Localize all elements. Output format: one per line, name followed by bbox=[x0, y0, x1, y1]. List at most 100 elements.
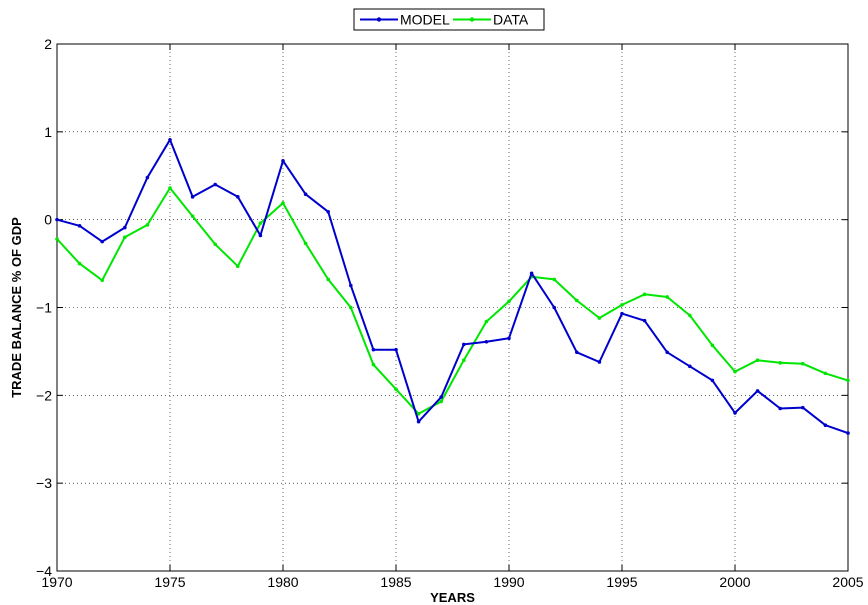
x-tick-label: 1990 bbox=[493, 574, 524, 590]
data-point-data bbox=[326, 277, 331, 282]
data-point-model bbox=[236, 195, 240, 199]
y-tick-label: 1 bbox=[44, 124, 52, 140]
data-point-data bbox=[416, 411, 421, 416]
data-point-data bbox=[55, 237, 59, 241]
x-tick-label: 2005 bbox=[832, 574, 863, 590]
data-point-model bbox=[258, 233, 263, 238]
data-point-model bbox=[778, 406, 782, 411]
legend-label-model: MODEL bbox=[400, 12, 450, 28]
data-point-data bbox=[552, 277, 556, 282]
data-point-data bbox=[439, 399, 444, 404]
x-tick-label: 2000 bbox=[719, 574, 750, 590]
data-point-data bbox=[123, 235, 127, 240]
data-point-model bbox=[281, 159, 285, 163]
data-point-data bbox=[733, 369, 737, 374]
data-point-data bbox=[394, 387, 398, 391]
data-point-model bbox=[394, 347, 398, 352]
series-line-data bbox=[56, 187, 849, 415]
data-point-model bbox=[213, 182, 217, 187]
y-tick-label: 2 bbox=[44, 36, 52, 52]
data-point-model bbox=[642, 318, 647, 323]
x-tick-label: 1995 bbox=[606, 574, 637, 590]
data-point-model bbox=[710, 378, 715, 383]
legend-box bbox=[353, 8, 545, 31]
data-point-model bbox=[55, 217, 59, 222]
series-layer bbox=[55, 137, 850, 435]
data-point-model bbox=[823, 423, 828, 427]
data-point-data bbox=[620, 303, 624, 307]
data-point-model bbox=[665, 350, 669, 355]
data-point-model bbox=[326, 209, 331, 214]
data-point-data bbox=[258, 221, 263, 225]
x-tick-label: 1980 bbox=[267, 574, 298, 590]
data-point-model bbox=[529, 271, 534, 276]
data-point-data bbox=[688, 313, 692, 318]
data-point-model bbox=[349, 283, 353, 288]
x-axis-label: YEARS bbox=[430, 590, 475, 605]
data-point-data bbox=[236, 264, 240, 269]
data-point-data bbox=[642, 292, 647, 297]
data-point-data bbox=[77, 261, 82, 266]
data-point-model bbox=[145, 175, 150, 180]
data-point-model bbox=[597, 360, 602, 364]
data-point-model bbox=[507, 336, 511, 341]
legend-label-data: DATA bbox=[493, 12, 529, 28]
data-point-data bbox=[597, 316, 602, 320]
y-tick-label: 0 bbox=[44, 212, 52, 228]
data-point-data bbox=[710, 343, 715, 348]
data-point-model bbox=[552, 305, 556, 310]
data-point-model bbox=[168, 137, 172, 142]
data-point-model bbox=[77, 224, 82, 228]
y-tick-label: −1 bbox=[36, 300, 52, 316]
data-point-model bbox=[846, 431, 850, 435]
data-point-data bbox=[846, 378, 850, 383]
y-tick-label: −3 bbox=[36, 475, 52, 491]
data-point-model bbox=[620, 311, 624, 316]
data-point-model bbox=[303, 192, 308, 196]
x-tick-label: 1970 bbox=[41, 574, 72, 590]
data-point-data bbox=[462, 358, 466, 363]
data-point-model bbox=[416, 419, 421, 424]
data-point-model bbox=[484, 339, 489, 344]
data-point-data bbox=[484, 319, 489, 324]
data-point-model bbox=[100, 239, 104, 244]
data-point-data bbox=[349, 305, 353, 310]
series-line-model bbox=[56, 138, 849, 435]
y-tick-label: −2 bbox=[36, 387, 52, 403]
y-axis-label: TRADE BALANCE % OF GDP bbox=[9, 217, 24, 398]
data-point-data bbox=[801, 361, 805, 366]
data-point-model bbox=[462, 342, 466, 347]
data-point-model bbox=[733, 411, 737, 415]
data-point-data bbox=[213, 242, 217, 247]
grid-lines bbox=[57, 44, 848, 571]
data-point-model bbox=[575, 350, 579, 355]
data-point-data bbox=[303, 241, 308, 246]
data-point-data bbox=[168, 186, 172, 190]
data-point-model bbox=[439, 395, 444, 399]
axis-ticks: 1970 1975 1980 1985 1990 1995 2000 2005 −4 −3 −2 −1… bbox=[36, 36, 864, 590]
y-tick-label: −4 bbox=[36, 563, 52, 579]
legend-marker-data bbox=[469, 17, 475, 22]
data-point-model bbox=[755, 389, 760, 393]
data-point-data bbox=[778, 361, 782, 365]
x-tick-label: 1975 bbox=[154, 574, 185, 590]
data-point-data bbox=[755, 358, 760, 363]
x-tick-label: 1985 bbox=[380, 574, 411, 590]
data-point-data bbox=[190, 214, 195, 218]
data-point-model bbox=[801, 405, 805, 410]
data-point-data bbox=[100, 278, 104, 283]
data-point-model bbox=[123, 225, 127, 230]
data-point-data bbox=[507, 299, 511, 304]
legend-marker-model bbox=[376, 17, 382, 22]
data-point-data bbox=[823, 371, 828, 376]
data-point-model bbox=[190, 195, 195, 199]
data-point-data bbox=[575, 298, 579, 303]
data-point-data bbox=[665, 295, 669, 299]
data-point-data bbox=[145, 223, 150, 227]
legend: MODEL DATA bbox=[353, 8, 545, 31]
data-point-data bbox=[371, 362, 376, 367]
data-point-model bbox=[688, 364, 692, 369]
data-point-model bbox=[371, 347, 376, 352]
data-point-data bbox=[281, 201, 285, 205]
